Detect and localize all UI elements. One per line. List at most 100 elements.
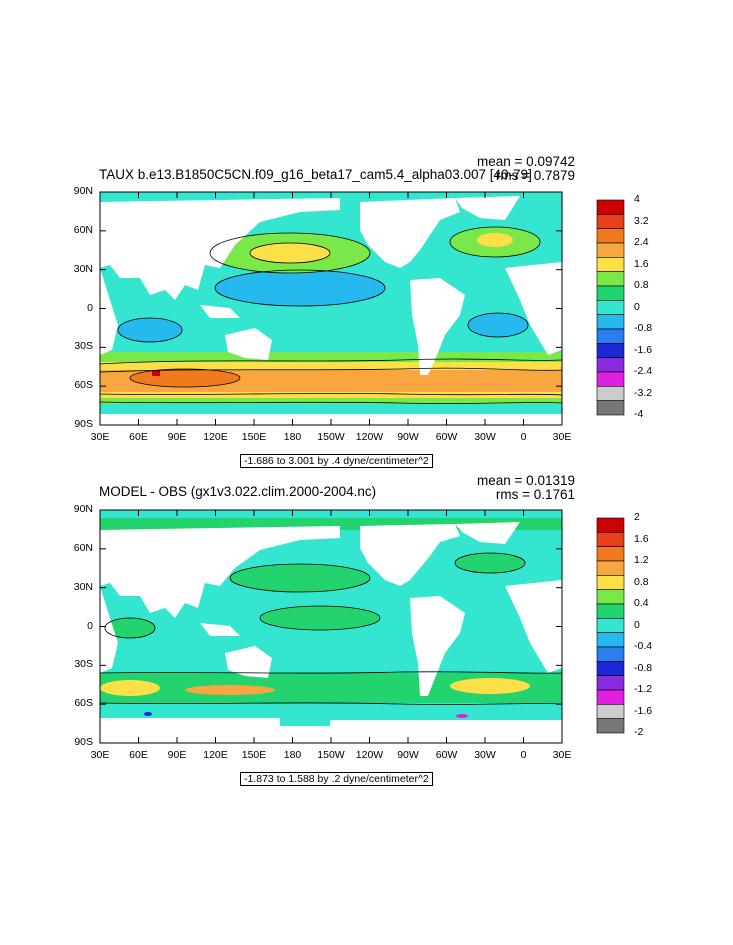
x-tick-label: 150W <box>317 431 345 443</box>
x-tick-label: 60E <box>129 749 148 761</box>
y-tick-label: 30N <box>73 262 93 275</box>
colorbar-swatch <box>596 199 625 215</box>
y-tick-label: 0 <box>87 301 93 314</box>
panel-taux: mean = 0.09742 rms = 0.7879 TAUX b.e13.B… <box>0 150 733 470</box>
colorbar-swatch <box>596 300 625 315</box>
colorbar-swatch <box>596 689 625 705</box>
colorbar-swatch <box>596 271 625 287</box>
colorbar-label: -1.2 <box>634 683 653 695</box>
colorbar-label: 3.2 <box>634 214 649 227</box>
x-tick-label: 90E <box>167 431 187 443</box>
y-tick-label: 60S <box>74 697 93 710</box>
y-tick-label: 90S <box>74 736 93 748</box>
x-tick-label: 30E <box>552 749 572 761</box>
chart-title: TAUX b.e13.B1850C5CN.f09_g16_beta17_cam5… <box>99 167 532 182</box>
negative-spot <box>456 714 468 718</box>
eqpac-positive <box>260 606 380 630</box>
npac-positive <box>230 564 370 592</box>
colorbar-swatch <box>596 675 625 691</box>
y-tick-label: 90S <box>74 418 93 430</box>
colorbar-label: 0 <box>634 300 640 313</box>
colorbar-swatch <box>596 386 625 401</box>
colorbar-label: 0.8 <box>634 575 649 588</box>
x-tick-label: 120W <box>355 431 384 443</box>
colorbar-label: 1.6 <box>634 257 649 270</box>
colorbar-swatch <box>596 575 625 590</box>
x-tick-label: 120E <box>203 749 228 761</box>
colorbar-label: 0 <box>634 618 640 631</box>
field-layer <box>100 510 562 743</box>
indian-positive <box>105 618 155 638</box>
colorbar-label: 2.4 <box>634 236 649 248</box>
x-tick-label: 90W <box>397 749 419 761</box>
x-tick-label: 0 <box>520 749 527 761</box>
x-tick-label: 120W <box>355 749 384 761</box>
field-layer <box>100 192 562 425</box>
colorbar-label: -3.2 <box>634 386 653 399</box>
colorbar-label: 2 <box>634 511 640 523</box>
x-tick-label: 150W <box>317 749 345 761</box>
tick-marks <box>99 509 563 744</box>
x-tick-label: 30E <box>90 749 110 761</box>
range-note: -1.873 to 1.588 by .2 dyne/centimeter^2 <box>240 772 433 786</box>
pacific-easterly-band <box>215 270 385 306</box>
natl-positive <box>455 553 525 573</box>
so-westerly-peak <box>152 370 160 376</box>
x-tick-label: 60W <box>435 431 458 443</box>
contour-lines <box>100 552 562 705</box>
mean-label: mean = 0.09742 <box>477 154 575 169</box>
colorbar-swatch <box>596 632 625 648</box>
x-tick-label: 30E <box>90 431 110 443</box>
x-tick-label: 30W <box>474 431 496 443</box>
colorbar-swatch <box>596 328 625 344</box>
colorbar-swatch <box>596 546 625 562</box>
colorbar-label: -0.8 <box>634 322 653 334</box>
colorbar-swatch <box>596 242 625 258</box>
y-tick-label: 30N <box>73 580 93 593</box>
colorbar-swatch <box>596 560 625 576</box>
rms-label: rms = 0.1761 <box>495 487 575 502</box>
colorbar-swatch <box>596 314 625 330</box>
colorbar-swatch <box>596 357 625 373</box>
npac-westerly-max <box>250 243 330 263</box>
colorbar-swatch <box>596 589 625 605</box>
x-tick-label: 60W <box>435 749 458 761</box>
x-tick-label: 180 <box>283 749 302 761</box>
y-tick-label: 90N <box>73 503 93 515</box>
colorbar-swatch <box>596 343 625 358</box>
y-tick-label: 60S <box>74 379 93 392</box>
colorbar <box>596 517 625 734</box>
x-tick-label: 30W <box>474 749 496 761</box>
colorbar-swatch <box>596 371 625 387</box>
colorbar-label: -4 <box>634 408 644 420</box>
x-tick-label: 30E <box>552 431 572 443</box>
so-negative-band <box>100 703 562 718</box>
y-tick-label: 60N <box>73 541 93 554</box>
colorbar-label: -0.8 <box>634 661 653 674</box>
so-bias-mid <box>185 685 275 695</box>
negative-spot <box>144 712 152 716</box>
colorbar-label: -2 <box>634 726 644 738</box>
y-tick-label: 30S <box>74 340 93 353</box>
contour-lines <box>100 226 562 404</box>
colorbar-swatch <box>596 257 625 272</box>
x-tick-label: 90E <box>167 749 187 761</box>
colorbar-swatch <box>596 704 625 719</box>
y-tick-label: 0 <box>87 619 93 632</box>
so-bias-east <box>450 678 530 694</box>
map-svg <box>99 509 625 744</box>
colorbar-swatch <box>596 285 625 301</box>
map-svg <box>99 191 625 426</box>
colorbar-swatch <box>596 603 625 619</box>
so-bias-west <box>100 680 160 696</box>
x-tick-label: 0 <box>520 431 527 443</box>
chart-title: MODEL - OBS (gx1v3.022.clim.2000-2004.nc… <box>99 484 377 499</box>
colorbar-label: -1.6 <box>634 343 653 356</box>
x-tick-label: 180 <box>283 431 302 443</box>
x-tick-label: 150E <box>241 749 267 761</box>
colorbar-swatch <box>596 661 625 676</box>
panel-model-minus-obs: mean = 0.01319 rms = 0.1761 MODEL - OBS … <box>0 468 733 788</box>
indian-easterly-band <box>118 318 182 342</box>
colorbar-label: -2.4 <box>634 365 653 377</box>
colorbar-label: -1.6 <box>634 704 653 717</box>
